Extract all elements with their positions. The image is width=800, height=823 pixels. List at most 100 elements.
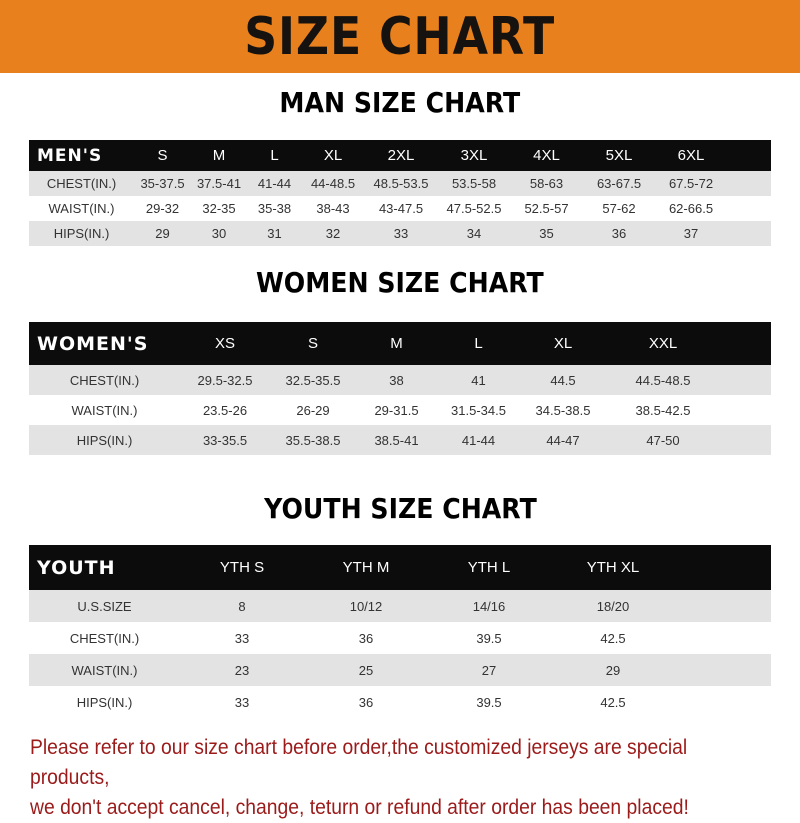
cell: 38.5-41 (374, 432, 419, 448)
cell: 47-50 (646, 432, 680, 448)
cell: 37.5-41 (196, 176, 242, 191)
cell: 34 (466, 226, 482, 241)
cell: 38.5-42.5 (635, 402, 691, 418)
cell: 57-62 (602, 201, 636, 216)
cell: 58-63 (529, 176, 564, 191)
cell: M (390, 335, 403, 352)
cell: 14/16 (472, 598, 506, 614)
cell: XS (214, 335, 235, 352)
order-notice: Please refer to our size chart before or… (30, 733, 729, 823)
cell: YTH M (342, 559, 390, 576)
cell: 29.5-32.5 (197, 372, 253, 388)
row-label: HIPS(IN.) (76, 694, 133, 710)
cell: 10/12 (349, 598, 383, 614)
cell: 33 (234, 630, 250, 646)
cell: S (157, 147, 168, 164)
cell: 44.5 (550, 372, 576, 388)
table-row: WAIST(IN.) 23.5-26 26-29 29-31.5 31.5-34.5 34… (29, 395, 771, 425)
table-row: HIPS(IN.) 29 30 31 32 33 34 35 36 37 (29, 221, 771, 246)
cell: L (270, 147, 279, 164)
cell: 52.5-57 (524, 201, 569, 216)
notice-line-2: we don't accept cancel, change, teturn o… (30, 796, 689, 819)
cell: 37 (683, 226, 699, 241)
cell: 41-44 (461, 432, 496, 448)
cell: 35.5-38.5 (285, 432, 341, 448)
cell: 23 (234, 662, 250, 678)
table-row: U.S.SIZE 8 10/12 14/16 18/20 (29, 590, 771, 622)
table-header-row: MEN'S S M L XL 2XL 3XL 4XL 5XL 6XL (29, 140, 771, 171)
men-section-title: MAN SIZE CHART (279, 86, 521, 119)
cell: 30 (211, 226, 227, 241)
cell: S (307, 335, 318, 352)
cell: 63-67.5 (596, 176, 642, 191)
cell: 39.5 (476, 694, 502, 710)
table-header-row: YOUTH YTH S YTH M YTH L YTH XL (29, 545, 771, 590)
cell: M (212, 147, 226, 164)
cell: 35-38 (257, 201, 292, 216)
cell: 33 (234, 694, 250, 710)
cell: 2XL (387, 147, 415, 164)
banner-title: SIZE CHART (244, 6, 556, 67)
row-label: WOMEN'S (37, 332, 149, 355)
cell: XXL (648, 335, 678, 352)
cell: 27 (481, 662, 497, 678)
row-label: YOUTH (37, 556, 116, 579)
youth-size-table: YOUTH YTH S YTH M YTH L YTH XL U.S.SIZE 8 10/12… (29, 545, 771, 718)
cell: 32.5-35.5 (285, 372, 341, 388)
cell: 44-48.5 (310, 176, 356, 191)
table-row: CHEST(IN.) 29.5-32.5 32.5-35.5 38 41 44.5 44.5… (29, 365, 771, 395)
cell: 31.5-34.5 (451, 402, 506, 418)
cell: 36 (611, 226, 627, 241)
cell: 32-35 (202, 201, 236, 216)
cell: 8 (238, 598, 246, 614)
cell: 38 (389, 372, 404, 388)
cell: 42.5 (600, 630, 626, 646)
cell: 67.5-72 (668, 176, 714, 191)
cell: 36 (358, 630, 374, 646)
cell: 29 (155, 226, 170, 241)
row-label: CHEST(IN.) (69, 630, 140, 646)
cell: YTH S (219, 559, 265, 576)
cell: 43-47.5 (378, 201, 424, 216)
women-section-title: WOMEN SIZE CHART (256, 266, 544, 299)
cell: L (474, 335, 483, 352)
cell: 36 (358, 694, 374, 710)
cell: 31 (267, 226, 282, 241)
men-size-table: MEN'S S M L XL 2XL 3XL 4XL 5XL 6XL CHEST(IN.) 35-37… (29, 140, 771, 246)
cell: 41-44 (257, 176, 292, 191)
row-label: HIPS(IN.) (76, 432, 133, 448)
row-label: WAIST(IN.) (71, 662, 138, 678)
cell: 25 (358, 662, 374, 678)
cell: 5XL (605, 147, 633, 164)
cell: 39.5 (476, 630, 502, 646)
cell: 53.5-58 (451, 176, 497, 191)
table-row: WAIST(IN.) 23 25 27 29 (29, 654, 771, 686)
cell: YTH L (467, 559, 511, 576)
cell: 3XL (460, 147, 488, 164)
row-label: U.S.SIZE (77, 598, 132, 614)
table-row: CHEST(IN.) 33 36 39.5 42.5 (29, 622, 771, 654)
table-row: CHEST(IN.) 35-37.5 37.5-41 41-44 44-48.5 48.5… (29, 171, 771, 196)
cell: 6XL (677, 147, 705, 164)
cell: 47.5-52.5 (446, 201, 502, 216)
cell: XL (323, 147, 343, 164)
cell: 26-29 (296, 402, 330, 418)
cell: 42.5 (600, 694, 626, 710)
cell: 48.5-53.5 (373, 176, 429, 191)
size-chart-banner: SIZE CHART (0, 0, 800, 73)
cell: 35 (539, 226, 554, 241)
cell: XL (553, 335, 573, 352)
cell: 23.5-26 (202, 402, 248, 418)
cell: 62-66.5 (668, 201, 714, 216)
row-label: WAIST(IN.) (71, 402, 138, 418)
cell: 35-37.5 (140, 176, 185, 191)
notice-line-1: Please refer to our size chart before or… (30, 736, 688, 789)
table-row: HIPS(IN.) 33 36 39.5 42.5 (29, 686, 771, 718)
cell: 44.5-48.5 (635, 372, 691, 388)
row-label: CHEST(IN.) (69, 372, 140, 388)
row-label: WAIST(IN.) (48, 201, 115, 216)
cell: 29-32 (145, 201, 180, 216)
women-size-table: WOMEN'S XS S M L XL XXL CHEST(IN.) 29.5-32.5 32.5… (29, 322, 771, 455)
cell: 29-31.5 (374, 402, 419, 418)
cell: 38-43 (316, 201, 350, 216)
